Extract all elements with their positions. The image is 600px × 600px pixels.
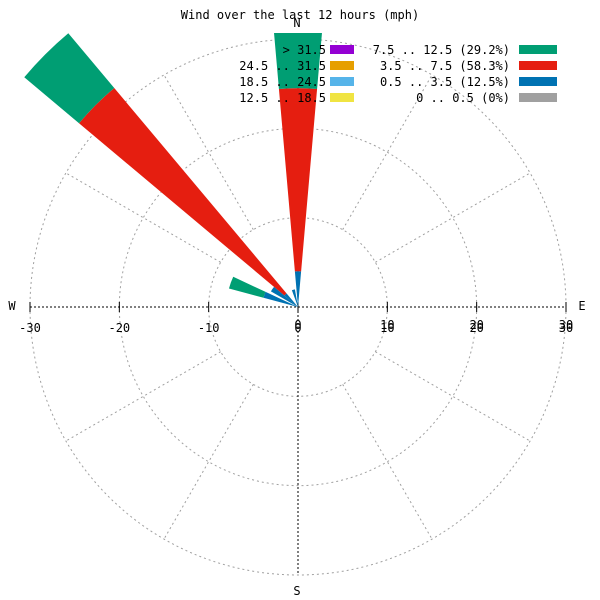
legend-entry: 7.5 .. 12.5 (29.2%) xyxy=(373,43,557,57)
legend-entry: > 31.5 xyxy=(283,43,354,57)
legend-swatch xyxy=(519,93,557,102)
petal-segment xyxy=(270,286,298,307)
petal-345 xyxy=(291,289,298,307)
legend-swatch xyxy=(519,61,557,70)
x-tick-label-secondary: 30 xyxy=(559,318,573,332)
petal-segment xyxy=(278,88,318,272)
legend-swatch xyxy=(519,77,557,86)
x-tick-label-secondary: 10 xyxy=(380,318,394,332)
x-tick-label: 0 xyxy=(294,321,301,335)
grid-spoke xyxy=(375,172,531,263)
grid-spoke xyxy=(163,384,254,540)
x-tick-label: -10 xyxy=(198,321,220,335)
petal-0 xyxy=(274,33,322,307)
petal-290 xyxy=(228,276,298,307)
legend-entry: 0.5 .. 3.5 (12.5%) xyxy=(380,75,557,89)
compass-n: N xyxy=(293,16,300,30)
legend-label: 7.5 .. 12.5 (29.2%) xyxy=(373,43,510,57)
x-tick-label: 30 xyxy=(559,321,573,335)
x-tick-label-secondary: 0 xyxy=(294,318,301,332)
legend-entry: 18.5 .. 24.5 xyxy=(239,75,354,89)
legend: > 31.5 24.5 .. 31.5 18.5 .. 24.5 12.5 .. 18… xyxy=(239,43,557,105)
legend-label: 12.5 .. 18.5 xyxy=(239,91,326,105)
legend-swatch xyxy=(330,45,354,54)
legend-entry: 24.5 .. 31.5 xyxy=(239,59,354,73)
grid-spoke xyxy=(375,351,531,442)
petal-segment xyxy=(79,88,287,296)
petal-315 xyxy=(24,33,298,307)
x-tick-label: 20 xyxy=(469,321,483,335)
grid-spoke xyxy=(65,351,221,442)
petal-segment xyxy=(274,33,322,89)
petals xyxy=(24,33,322,307)
petal-segment xyxy=(263,291,298,307)
x-tick-label-secondary: 20 xyxy=(469,318,483,332)
legend-swatch xyxy=(330,61,354,70)
compass-e: E xyxy=(578,299,585,313)
petal-segment xyxy=(24,33,115,124)
legend-swatch xyxy=(519,45,557,54)
petal-segment xyxy=(291,289,298,307)
legend-swatch xyxy=(330,93,354,102)
legend-entry: 3.5 .. 7.5 (58.3%) xyxy=(380,59,557,73)
x-tick-label: 10 xyxy=(380,321,394,335)
compass-s: S xyxy=(293,584,300,598)
chart-title: Wind over the last 12 hours (mph) xyxy=(181,8,419,22)
petal-segment xyxy=(294,271,302,307)
legend-label: 18.5 .. 24.5 xyxy=(239,75,326,89)
legend-label: 24.5 .. 31.5 xyxy=(239,59,326,73)
compass-labels: N E S W xyxy=(8,16,585,598)
compass-w: W xyxy=(8,299,16,313)
x-tick-label: -20 xyxy=(108,321,130,335)
x-tick-label: -30 xyxy=(19,321,41,335)
petal-305 xyxy=(270,286,298,307)
legend-swatch xyxy=(330,77,354,86)
petal-segment xyxy=(228,276,266,298)
petal-segment xyxy=(284,293,298,307)
legend-entry: 12.5 .. 18.5 xyxy=(239,91,354,105)
legend-label: 0 .. 0.5 (0%) xyxy=(416,91,510,105)
legend-entry: 0 .. 0.5 (0%) xyxy=(416,91,557,105)
legend-label: 0.5 .. 3.5 (12.5%) xyxy=(380,75,510,89)
legend-label: > 31.5 xyxy=(283,43,326,57)
tick-labels: -30 -20 -10 0 10 20 300 10 20 30 xyxy=(19,318,573,335)
legend-label: 3.5 .. 7.5 (58.3%) xyxy=(380,59,510,73)
